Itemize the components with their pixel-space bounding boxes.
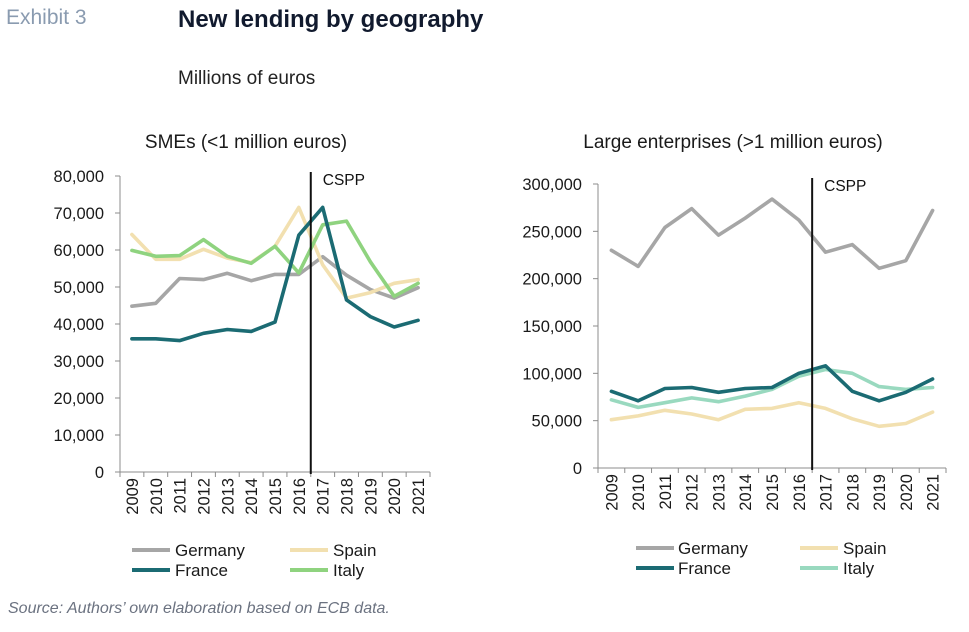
x-tick-label-0-9: 2018 [339,478,357,515]
x-tick-label-0-2: 2011 [172,478,190,513]
x-tick-label-0-6: 2015 [267,478,285,515]
cspp-label-0: CSPP [323,172,365,189]
source-note: Source: Authors’ own elaboration based o… [8,600,390,617]
y-tick-label-1-0: 0 [573,460,582,478]
legend-label-france-0: France [175,561,228,580]
x-tick-label-0-12: 2021 [410,478,428,515]
y-tick-label-0-1: 10,000 [54,427,104,445]
y-tick-label-0-0: 0 [95,464,104,482]
series-line-italy-1 [609,367,935,410]
x-tick-label-1-11: 2020 [898,474,916,511]
x-tick-label-1-12: 2021 [925,474,943,511]
series-line-france-0 [130,205,420,343]
x-tick-label-1-4: 2013 [710,474,728,511]
y-tick-label-0-8: 80,000 [54,168,104,186]
y-tick-label-1-4: 200,000 [522,271,582,289]
legend-label-italy-0: Italy [333,561,365,580]
page-title: New lending by geography [178,6,484,33]
legend-label-italy-1: Italy [843,559,875,578]
x-tick-label-0-1: 2010 [148,478,166,515]
y-tick-label-1-1: 50,000 [532,413,582,431]
series-line-germany-1 [609,197,935,271]
x-tick-label-0-10: 2019 [362,478,380,515]
x-tick-label-1-5: 2014 [737,474,755,511]
x-tick-label-0-11: 2020 [386,478,404,515]
x-tick-label-1-1: 2010 [630,474,648,511]
legend-label-germany-0: Germany [175,541,245,560]
y-tick-label-0-2: 20,000 [54,390,104,408]
x-tick-label-1-8: 2017 [818,474,836,511]
x-tick-label-1-7: 2016 [791,474,809,511]
x-tick-label-0-0: 2009 [124,478,142,515]
subplot-title-1: Large enterprises (>1 million euros) [583,132,882,153]
y-tick-label-1-2: 100,000 [522,365,582,383]
subplot-title-0: SMEs (<1 million euros) [145,132,347,153]
x-tick-label-0-3: 2012 [195,478,213,515]
x-tick-label-0-4: 2013 [219,478,237,515]
x-tick-label-1-0: 2009 [603,474,621,511]
page-subtitle: Millions of euros [178,68,316,89]
x-tick-label-1-2: 2011 [657,474,675,509]
x-tick-label-0-5: 2014 [243,478,261,515]
series-line-france-1 [609,363,935,403]
legend-label-spain-0: Spain [333,541,376,560]
x-tick-label-1-6: 2015 [764,474,782,511]
series-line-germany-0 [130,254,420,309]
legend-label-spain-1: Spain [843,539,886,558]
x-tick-label-0-7: 2016 [291,478,309,515]
x-tick-label-1-3: 2012 [684,474,702,511]
legend-label-france-1: France [678,559,731,578]
cspp-label-1: CSPP [824,178,866,195]
y-tick-label-0-3: 30,000 [54,353,104,371]
y-tick-label-1-6: 300,000 [522,176,582,194]
series-line-italy-0 [130,219,420,299]
x-tick-label-0-8: 2017 [315,478,333,515]
y-tick-label-0-5: 50,000 [54,279,104,297]
x-tick-label-1-10: 2019 [871,474,889,511]
x-tick-label-1-9: 2018 [844,474,862,511]
y-tick-label-0-6: 60,000 [54,242,104,260]
series-line-spain-1 [609,400,935,429]
y-tick-label-1-3: 150,000 [522,318,582,336]
legend-label-germany-1: Germany [678,539,748,558]
exhibit-label: Exhibit 3 [6,6,87,29]
y-tick-label-0-4: 40,000 [54,316,104,334]
y-tick-label-0-7: 70,000 [54,205,104,223]
y-tick-label-1-5: 250,000 [522,223,582,241]
